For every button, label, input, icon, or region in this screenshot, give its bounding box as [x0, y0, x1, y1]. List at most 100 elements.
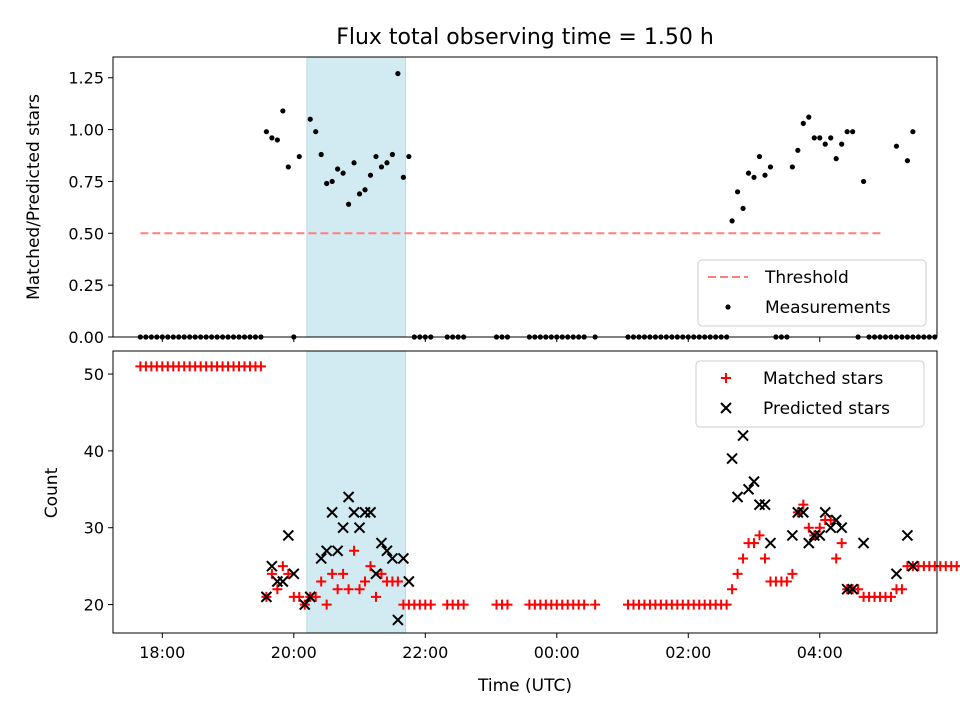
matched-stars-point — [327, 568, 338, 579]
predicted-stars-point — [819, 506, 831, 519]
predicted-stars-point — [315, 552, 327, 565]
y-tick-label: 1.00 — [68, 121, 104, 140]
legend-label: Predicted stars — [763, 399, 890, 419]
predicted-stars-point — [282, 529, 295, 542]
y-tick-label: 0.75 — [68, 172, 104, 191]
predicted-stars-point — [907, 560, 919, 572]
measurement-point — [729, 218, 735, 224]
matched-stars-point — [836, 538, 847, 549]
chart-title: Flux total observing time = 1.50 h — [336, 25, 714, 50]
predicted-stars-point — [392, 614, 404, 626]
measurement-point — [285, 164, 291, 170]
legend-matched-swatch — [721, 373, 731, 383]
measurement-point — [296, 153, 302, 160]
measurement-point — [335, 166, 341, 172]
measurement-point — [833, 156, 839, 162]
measurement-point — [745, 170, 752, 176]
measurement-point — [384, 160, 390, 166]
y-tick-label: 0.50 — [68, 224, 104, 243]
matched-stars-point — [255, 361, 266, 372]
measurement-point — [318, 151, 324, 158]
bottom-y-axis-label: Count — [42, 467, 62, 518]
plot-frame — [112, 56, 938, 338]
measurement-point — [307, 116, 313, 122]
matched-stars-point — [721, 599, 732, 610]
matched-stars-point — [343, 584, 354, 595]
x-tick-label: 02:00 — [665, 643, 711, 662]
predicted-stars-point — [803, 537, 815, 549]
predicted-stars-point — [764, 537, 777, 549]
measurement-point — [806, 114, 812, 120]
x-tick-label: 22:00 — [402, 643, 448, 662]
matched-stars-point — [896, 584, 907, 595]
legend-label: Threshold — [764, 268, 849, 288]
measurement-point — [795, 147, 801, 153]
measurement-point — [269, 135, 275, 141]
y-tick-label: 30 — [84, 519, 104, 538]
measurement-point — [817, 135, 823, 141]
matched-stars-point — [321, 599, 332, 610]
measurement-point — [395, 70, 401, 77]
predicted-stars-point — [381, 545, 393, 557]
matched-stars-point — [853, 584, 864, 595]
matched-stars-point — [349, 545, 360, 556]
measurement-point — [839, 141, 845, 147]
measurement-point — [811, 135, 817, 141]
x-tick-label: 18:00 — [139, 643, 185, 662]
measurement-point — [734, 189, 741, 195]
x-tick-label: 00:00 — [534, 643, 580, 662]
measurement-point — [406, 153, 412, 160]
predicted-stars-point — [370, 568, 382, 580]
predicted-stars-point — [364, 506, 377, 519]
matched-stars-point — [831, 553, 842, 564]
y-tick-label: 20 — [84, 596, 104, 615]
predicted-stars-point — [726, 452, 738, 465]
matched-stars-point — [338, 568, 349, 579]
measurement-point — [740, 205, 746, 212]
matched-stars-point — [727, 584, 738, 595]
predicted-stars-point — [386, 552, 399, 565]
measurement-point — [373, 153, 379, 160]
predicted-stars-point — [266, 560, 278, 572]
measurement-point — [860, 178, 867, 185]
predicted-stars-point — [288, 568, 300, 580]
legend-predicted-swatch — [720, 402, 732, 414]
matched-stars-point — [732, 568, 743, 579]
predicted-stars-point — [737, 429, 749, 442]
y-tick-label: 0.25 — [68, 276, 104, 295]
measurement-point — [789, 164, 795, 170]
predicted-stars-point — [299, 598, 311, 611]
matched-stars-point — [754, 530, 765, 541]
measurement-point — [313, 129, 319, 135]
measurement-point — [822, 141, 828, 147]
measurement-point — [274, 137, 280, 143]
predicted-stars-point — [304, 591, 316, 603]
matched-stars-point — [749, 538, 760, 549]
measurement-point — [904, 158, 911, 164]
predicted-stars-point — [331, 545, 344, 557]
legend-box — [697, 259, 927, 327]
matched-stars-point — [781, 576, 792, 587]
matched-stars-point — [951, 561, 960, 572]
matched-stars-point — [277, 561, 288, 572]
measurement-point — [389, 151, 396, 158]
y-tick-label: 40 — [84, 442, 104, 461]
predicted-stars-point — [748, 475, 760, 488]
matched-stars-point — [310, 591, 321, 602]
measurement-point — [844, 129, 850, 135]
predicted-stars-point — [797, 506, 810, 519]
measurement-point — [828, 135, 834, 141]
plot-frame — [112, 350, 938, 634]
predicted-stars-point — [835, 522, 848, 534]
measurement-point — [767, 164, 774, 170]
matched-stars-point — [316, 576, 327, 587]
predicted-stars-point — [846, 583, 859, 595]
predicted-stars-point — [857, 537, 870, 549]
matched-stars-point — [360, 576, 371, 587]
matched-stars-point — [502, 599, 513, 610]
y-tick-label: 1.25 — [68, 69, 104, 88]
predicted-stars-point — [825, 522, 837, 534]
measurement-point — [324, 180, 330, 187]
